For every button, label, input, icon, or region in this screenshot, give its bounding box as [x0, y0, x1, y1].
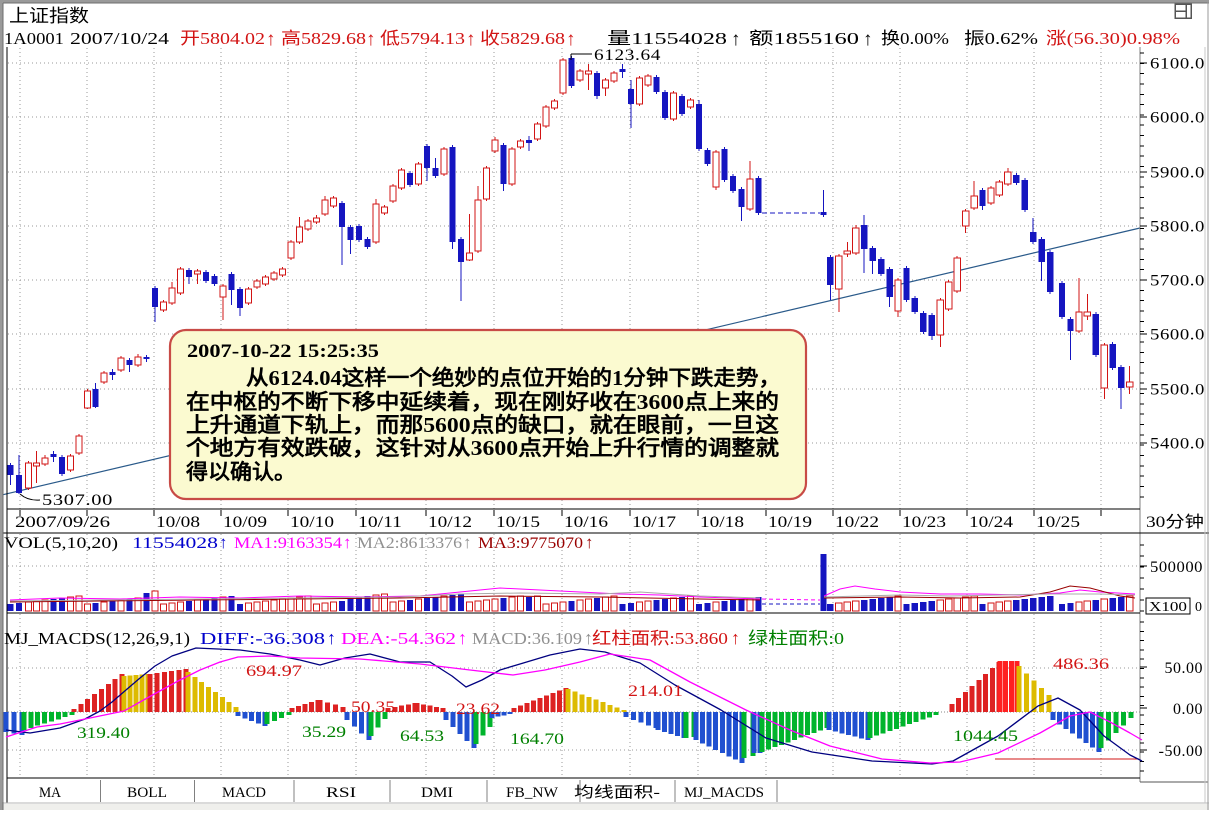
- svg-text:35.29: 35.29: [302, 724, 346, 741]
- svg-text:1044.45: 1044.45: [953, 728, 1018, 745]
- svg-text:均线面积-: 均线面积-: [574, 784, 660, 801]
- svg-text:收5829.68: 收5829.68: [480, 29, 565, 48]
- svg-text:↑: ↑: [366, 29, 376, 50]
- svg-text:MA1:9163354: MA1:9163354: [234, 535, 342, 552]
- svg-text:开5804.02: 开5804.02: [180, 29, 265, 48]
- svg-text:5800.0: 5800.0: [1150, 219, 1205, 236]
- svg-text:VOL(5,10,20): VOL(5,10,20): [4, 535, 118, 552]
- svg-text:0: 0: [1195, 600, 1202, 615]
- svg-text:10/24: 10/24: [969, 514, 1013, 531]
- svg-text:MACD:36.109: MACD:36.109: [472, 629, 582, 648]
- svg-text:量11554028: 量11554028: [607, 29, 727, 48]
- svg-text:得以确认。: 得以确认。: [185, 460, 296, 484]
- svg-text:↑: ↑: [458, 628, 467, 648]
- svg-text:2007/09/26: 2007/09/26: [15, 514, 110, 531]
- svg-text:MACD: MACD: [222, 785, 266, 801]
- svg-text:↑: ↑: [731, 628, 740, 648]
- svg-text:个地方有效跌破，这针对从3600点开始上升行情的调整就: 个地方有效跌破，这针对从3600点开始上升行情的调整就: [186, 436, 779, 460]
- svg-text:BOLL: BOLL: [127, 785, 167, 801]
- svg-text:64.53: 64.53: [400, 728, 444, 745]
- svg-text:DEA:-54.362: DEA:-54.362: [341, 629, 456, 648]
- svg-text:5700.0: 5700.0: [1150, 273, 1205, 290]
- svg-text:50.00: 50.00: [1165, 660, 1204, 677]
- svg-text:5307.00: 5307.00: [42, 492, 113, 509]
- svg-text:↑: ↑: [343, 533, 352, 552]
- svg-text:10/12: 10/12: [428, 514, 472, 531]
- svg-text:↑: ↑: [863, 29, 873, 50]
- svg-text:上证指数: 上证指数: [9, 6, 89, 26]
- svg-text:10/18: 10/18: [700, 514, 744, 531]
- svg-text:从6124.04这样一个绝妙的点位开始的1分钟下跌走势，: 从6124.04这样一个绝妙的点位开始的1分钟下跌走势，: [246, 366, 781, 390]
- svg-text:红柱面积:53.860: 红柱面积:53.860: [592, 629, 728, 648]
- svg-text:RSI: RSI: [326, 785, 356, 801]
- svg-text:MA3:9775070: MA3:9775070: [478, 535, 583, 552]
- svg-text:5500.0: 5500.0: [1150, 382, 1205, 399]
- svg-text:↑: ↑: [585, 533, 594, 552]
- svg-text:5400.0: 5400.0: [1150, 436, 1205, 453]
- svg-text:FB_NW: FB_NW: [506, 785, 559, 801]
- svg-text:5900.0: 5900.0: [1150, 165, 1205, 182]
- svg-text:10/23: 10/23: [902, 514, 946, 531]
- svg-text:10/22: 10/22: [835, 514, 879, 531]
- svg-text:694.97: 694.97: [246, 663, 302, 680]
- svg-text:2007-10-22 15:25:35: 2007-10-22 15:25:35: [187, 341, 379, 362]
- svg-text:0.00: 0.00: [1173, 701, 1203, 718]
- svg-text:5600.0: 5600.0: [1150, 327, 1205, 344]
- svg-text:-50.00: -50.00: [1159, 743, 1203, 760]
- svg-text:MA2:8613376: MA2:8613376: [357, 535, 462, 552]
- svg-text:164.70: 164.70: [510, 731, 564, 748]
- svg-text:50.35: 50.35: [351, 699, 395, 716]
- svg-text:↑: ↑: [219, 533, 228, 552]
- svg-text:振0.62%: 振0.62%: [964, 29, 1038, 48]
- svg-text:↑: ↑: [566, 29, 576, 50]
- svg-text:在中枢的不断下移中延续着，现在刚好收在3600点上来的: 在中枢的不断下移中延续着，现在刚好收在3600点上来的: [186, 390, 779, 414]
- svg-text:额1855160: 额1855160: [749, 29, 859, 48]
- svg-text:↑: ↑: [463, 533, 472, 552]
- svg-text:↑: ↑: [584, 628, 593, 648]
- svg-text:↑: ↑: [266, 29, 276, 50]
- svg-text:2007/10/24: 2007/10/24: [70, 29, 170, 48]
- svg-text:MJ_MACDS: MJ_MACDS: [684, 785, 764, 801]
- svg-text:6000.0: 6000.0: [1150, 110, 1205, 127]
- svg-text:涨(56.30)0.98%: 涨(56.30)0.98%: [1046, 29, 1180, 48]
- svg-text:30分钟: 30分钟: [1146, 513, 1204, 531]
- svg-text:1A0001: 1A0001: [4, 29, 64, 48]
- svg-text:↑: ↑: [327, 628, 336, 648]
- svg-text:10/09: 10/09: [223, 514, 267, 531]
- svg-text:6100.0: 6100.0: [1150, 56, 1205, 73]
- svg-text:上升通道下轨上，而那5600点的缺口，就在眼前，一旦这: 上升通道下轨上，而那5600点的缺口，就在眼前，一旦这: [186, 413, 779, 437]
- svg-text:10/15: 10/15: [496, 514, 540, 531]
- svg-text:MA: MA: [39, 785, 61, 801]
- svg-text:10/17: 10/17: [632, 514, 676, 531]
- svg-text:486.36: 486.36: [1053, 656, 1109, 673]
- svg-text:214.01: 214.01: [628, 683, 683, 700]
- svg-text:MJ_MACDS(12,26,9,1): MJ_MACDS(12,26,9,1): [4, 629, 190, 648]
- svg-text:DMI: DMI: [421, 785, 453, 801]
- svg-text:DIFF:-36.308: DIFF:-36.308: [200, 629, 325, 648]
- svg-text:↑: ↑: [466, 29, 476, 50]
- svg-text:低5794.13: 低5794.13: [380, 29, 465, 48]
- svg-text:↑: ↑: [731, 29, 741, 50]
- svg-text:10/19: 10/19: [768, 514, 812, 531]
- svg-text:绿柱面积:0: 绿柱面积:0: [748, 629, 844, 648]
- svg-text:高5829.68: 高5829.68: [281, 29, 366, 48]
- svg-text:11554028: 11554028: [132, 535, 218, 552]
- svg-text:10/11: 10/11: [358, 514, 402, 531]
- svg-text:10/10: 10/10: [290, 514, 334, 531]
- svg-text:10/08: 10/08: [156, 514, 200, 531]
- svg-text:10/25: 10/25: [1036, 514, 1080, 531]
- svg-text:10/16: 10/16: [564, 514, 608, 531]
- svg-text:319.40: 319.40: [77, 725, 130, 742]
- svg-text:换0.00%: 换0.00%: [881, 29, 949, 48]
- svg-text:500000: 500000: [1150, 559, 1203, 576]
- svg-text:X100: X100: [1149, 600, 1187, 615]
- svg-text:6123.64: 6123.64: [594, 47, 661, 64]
- svg-text:23.62: 23.62: [456, 701, 500, 718]
